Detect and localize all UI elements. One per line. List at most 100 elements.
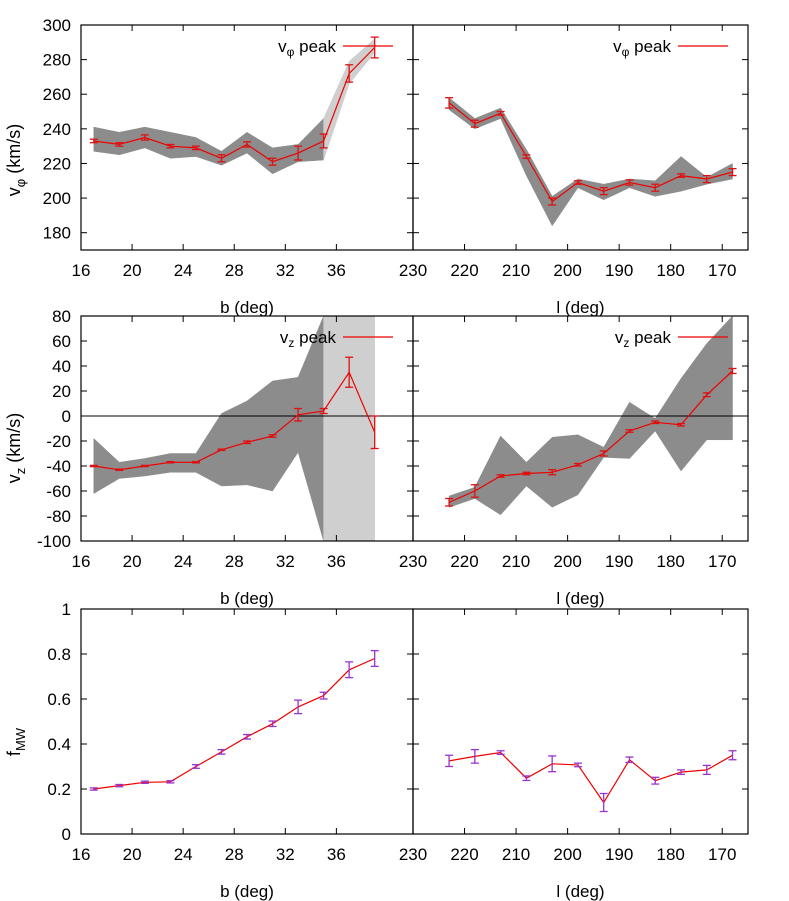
legend-label: vz peak [280,328,337,350]
x-tick-label: 28 [225,261,244,280]
series-line [448,102,733,203]
x-tick-label: 16 [72,845,91,864]
y-tick-label: 180 [43,224,71,243]
series-line [448,751,733,804]
scatter-band-light [323,315,375,542]
data-point [370,36,379,59]
data-point [345,356,354,388]
scatter-band-light [323,38,375,161]
series-line [93,47,376,163]
data-point [319,133,328,149]
y-tick-label: 0.4 [47,735,71,754]
plot-frame [80,608,414,835]
scatter-band-dark [448,315,733,516]
x-tick-label: 210 [502,552,530,571]
y-tick-label: -20 [46,432,71,451]
data-point [573,462,582,467]
data-point [625,756,634,764]
data-point [599,792,608,813]
data-point [625,429,634,433]
data-point [294,145,303,161]
x-tick-label: 20 [123,845,142,864]
data-point [470,748,479,764]
y-tick-label: -60 [46,482,71,501]
data-point [345,64,354,83]
legend-label: vz peak [615,328,672,350]
data-point [166,460,175,464]
data-point [370,415,379,450]
data-point [370,649,379,668]
y-tick-label: 260 [43,85,71,104]
panel-vz-b: 16 20 24 28 32 36 -100 -80 -60 -40 -20 0 20 40 60 80 b (… [4,307,414,608]
x-tick-label: 230 [399,552,427,571]
data-point [496,110,505,116]
legend: vz peak [280,328,393,350]
plot-frame [412,315,749,542]
x-tick-label: 200 [553,845,581,864]
data-point [496,474,505,478]
data-point [319,691,328,700]
data-point [243,733,251,740]
y-tick-label: 80 [52,307,71,326]
data-point [573,762,582,768]
data-point [599,187,608,196]
data-point [445,754,454,768]
x-tick-label: 24 [174,552,193,571]
x-tick-label: 200 [553,261,581,280]
data-point [677,422,685,427]
data-point [470,484,479,498]
data-point [445,497,454,507]
panel-vz-l: 230 220 210 200 190 180 170 l (deg) vz peak [399,315,749,608]
y-tick-label: 280 [43,51,71,70]
data-point [89,787,98,791]
data-point [115,468,124,472]
y-tick-label: 0 [62,407,71,426]
x-axis-label: b (deg) [220,882,274,901]
data-point [702,392,711,398]
legend: vφ peak [278,37,393,59]
data-point [496,750,505,755]
x-tick-label: 32 [276,261,295,280]
data-point [217,448,226,452]
x-tick-label: 230 [399,845,427,864]
x-tick-label: 28 [225,552,244,571]
x-axis-label: l (deg) [556,589,604,608]
data-point [140,134,149,141]
x-tick-label: 200 [553,552,581,571]
data-point [445,97,454,109]
data-point [651,420,660,425]
data-point [294,699,303,715]
legend-label: vφ peak [613,37,671,59]
x-tick-label: 36 [327,845,346,864]
x-tick-label: 24 [174,845,193,864]
data-point [319,407,328,415]
series-line [448,370,733,503]
panel-fmw-b: 16 20 24 28 32 36 0 0.2 0.4 0.6 0.8 1 b (deg) fMW [4,600,414,901]
data-point [548,469,557,476]
data-point [522,154,531,159]
data-point [140,464,149,468]
data-point [548,197,557,206]
x-tick-label: 220 [450,845,478,864]
data-point [140,780,149,785]
y-tick-label: 200 [43,189,71,208]
data-point [243,440,251,445]
y-tick-label: 20 [52,382,71,401]
data-point [191,145,200,151]
x-tick-label: 220 [450,552,478,571]
data-point [548,755,557,773]
data-point [625,179,634,186]
legend: vφ peak [613,37,728,59]
x-tick-label: 170 [708,261,736,280]
x-tick-label: 190 [605,845,633,864]
data-point [268,720,277,728]
plot-frame [412,24,749,251]
plot-frame [412,608,749,835]
data-point [677,173,685,178]
series-line [93,371,376,471]
data-point [166,143,175,149]
x-tick-label: 36 [327,552,346,571]
legend-label: vφ peak [278,37,336,59]
x-tick-label: 180 [657,261,685,280]
